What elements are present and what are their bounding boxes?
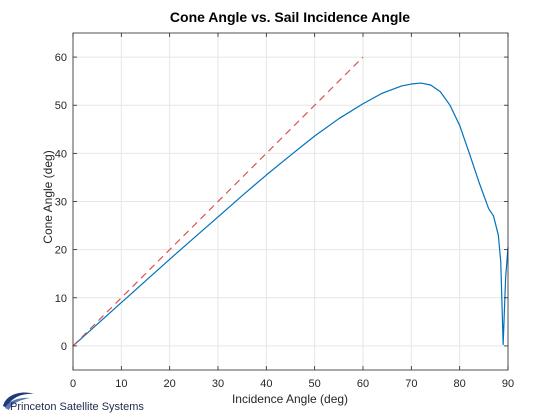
x-tick-label: 90 <box>502 378 514 390</box>
cone-angle-line <box>72 82 509 347</box>
x-tick-label: 40 <box>260 378 272 390</box>
y-tick-label: 30 <box>55 197 67 209</box>
reference-line-dashed <box>72 56 364 347</box>
x-tick-label: 70 <box>405 378 417 390</box>
y-tick-label: 50 <box>55 100 67 112</box>
x-tick-label: 80 <box>454 378 466 390</box>
y-tick-label: 60 <box>55 52 67 64</box>
company-name: Princeton Satellite Systems <box>10 401 144 413</box>
company-logo <box>3 392 34 410</box>
logo-swoosh-accent-icon <box>5 397 30 410</box>
plot-area: 0 10 20 30 40 50 60 70 80 90 0 10 20 30 40 50 60 <box>55 32 514 390</box>
logo-swoosh-icon <box>3 392 34 408</box>
x-axis-label: Incidence Angle (deg) <box>232 392 348 406</box>
x-tick-label: 20 <box>164 378 176 390</box>
chart-title: Cone Angle vs. Sail Incidence Angle <box>170 9 410 25</box>
y-tick-label: 10 <box>55 293 67 305</box>
x-tick-label: 60 <box>357 378 369 390</box>
y-axis-label: Cone Angle (deg) <box>41 150 55 243</box>
x-tick-label: 10 <box>115 378 127 390</box>
x-tick-label: 30 <box>212 378 224 390</box>
y-tick-label: 0 <box>61 341 67 353</box>
x-tick-label: 0 <box>70 378 76 390</box>
x-tick-label: 50 <box>309 378 321 390</box>
y-tick-label: 20 <box>55 245 67 257</box>
y-tick-label: 40 <box>55 148 67 160</box>
